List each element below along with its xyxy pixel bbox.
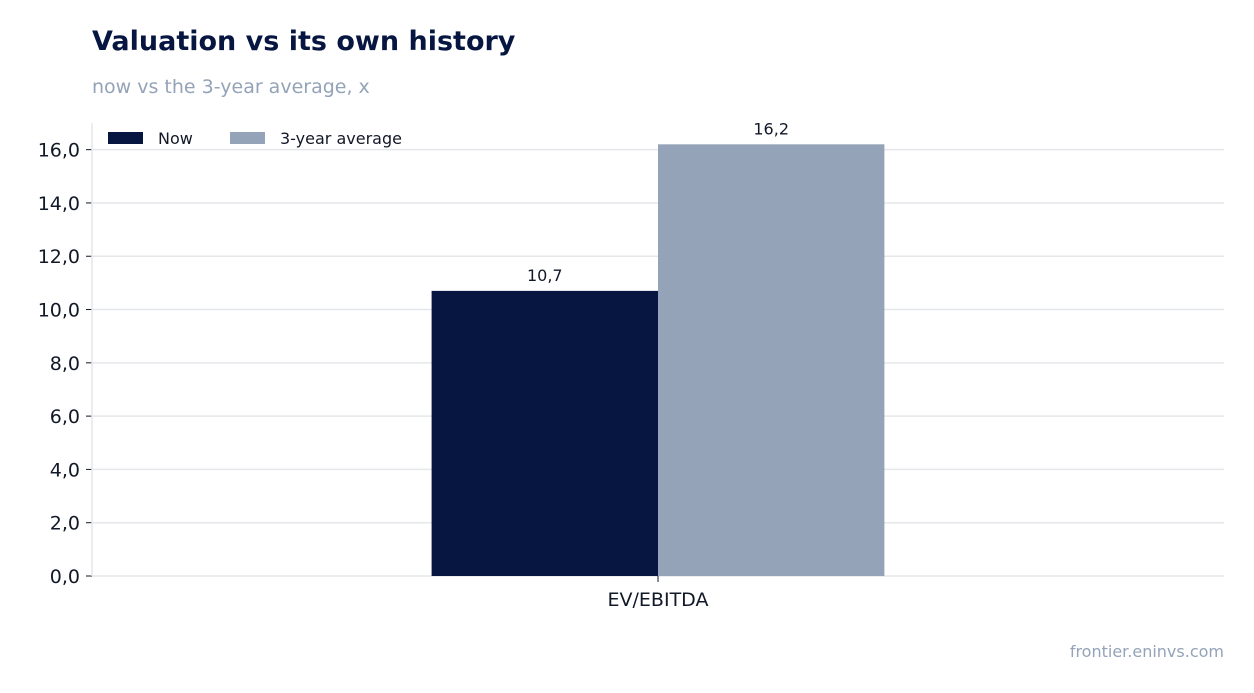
source-footer: frontier.eninvs.com bbox=[1069, 642, 1224, 661]
legend-swatch bbox=[230, 132, 265, 144]
y-tick-label: 2,0 bbox=[50, 513, 80, 535]
legend-swatch bbox=[108, 132, 143, 144]
legend: Now 3-year average bbox=[108, 129, 402, 148]
y-tick-label: 12,0 bbox=[38, 246, 80, 268]
legend-label: 3-year average bbox=[280, 129, 402, 148]
legend-label: Now bbox=[158, 129, 193, 148]
y-tick-label: 10,0 bbox=[38, 300, 80, 322]
x-category-label: EV/EBITDA bbox=[608, 589, 709, 611]
y-tick-label: 0,0 bbox=[50, 566, 80, 588]
bar bbox=[431, 290, 658, 576]
bar bbox=[658, 144, 885, 577]
y-tick-label: 6,0 bbox=[50, 406, 80, 428]
y-tick-label: 4,0 bbox=[50, 459, 80, 481]
y-tick-label: 16,0 bbox=[38, 140, 80, 162]
bar-value-label: 16,2 bbox=[753, 119, 789, 138]
bar-value-label: 10,7 bbox=[527, 266, 563, 285]
y-tick-label: 14,0 bbox=[38, 193, 80, 215]
data-labels: 10,7 16,2 bbox=[527, 119, 789, 285]
y-tick-label: 8,0 bbox=[50, 353, 80, 375]
chart-title: Valuation vs its own history bbox=[92, 26, 516, 57]
chart-subtitle: now vs the 3-year average, x bbox=[92, 76, 370, 98]
bars bbox=[431, 144, 885, 577]
axes: 0,0 2,0 4,0 6,0 8,0 10,0 12,0 14,0 16,0 EV/EBITDA bbox=[38, 123, 709, 611]
